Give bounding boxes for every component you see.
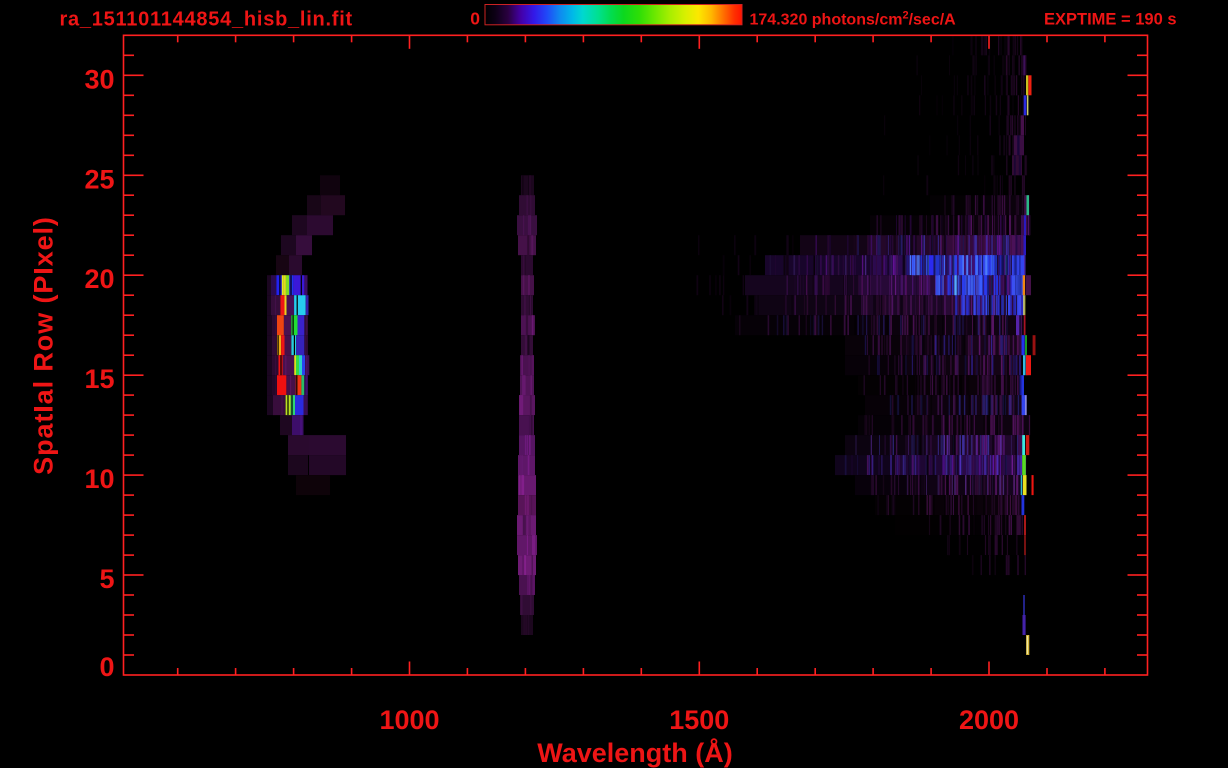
svg-text:0: 0 xyxy=(470,9,480,29)
svg-text:5: 5 xyxy=(99,564,114,594)
svg-text:ra_151101144854_hisb_lin.fit: ra_151101144854_hisb_lin.fit xyxy=(60,9,353,31)
svg-text:10: 10 xyxy=(84,464,114,494)
svg-text:1500: 1500 xyxy=(669,705,729,735)
svg-text:30: 30 xyxy=(84,64,114,94)
svg-text:1000: 1000 xyxy=(379,705,439,735)
svg-text:SpatIal Row (PIxel): SpatIal Row (PIxel) xyxy=(29,216,59,475)
svg-text:174.320 photons/cm2/sec/A: 174.320 photons/cm2/sec/A xyxy=(750,10,957,29)
svg-text:0: 0 xyxy=(99,652,114,682)
svg-text:15: 15 xyxy=(84,364,114,394)
svg-text:2000: 2000 xyxy=(959,705,1019,735)
svg-text:25: 25 xyxy=(84,164,114,194)
svg-text:20: 20 xyxy=(84,264,114,294)
svg-text:Wavelength (Å): Wavelength (Å) xyxy=(537,737,733,768)
svg-text:EXPTIME = 190 s: EXPTIME = 190 s xyxy=(1044,11,1177,29)
